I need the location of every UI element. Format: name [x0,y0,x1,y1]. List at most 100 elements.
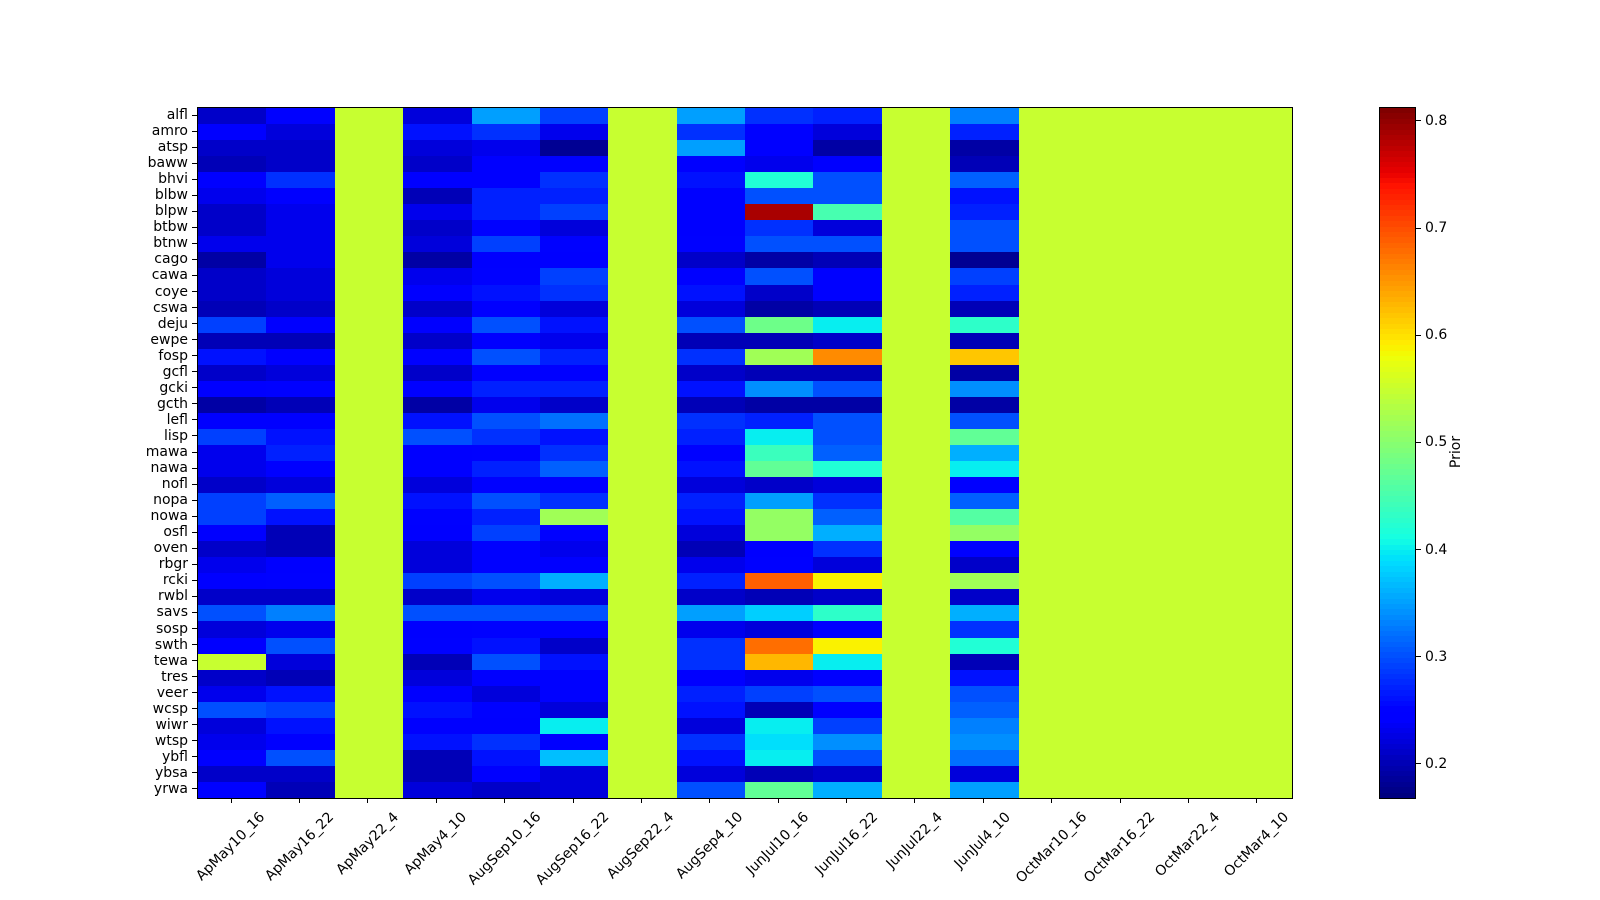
heatmap-cell [813,204,882,221]
y-tick-mark [192,724,197,726]
heatmap-cell [266,541,335,558]
colorbar-band [1380,205,1415,211]
heatmap-cell [198,188,267,205]
heatmap-cell [608,653,677,670]
heatmap-cell [1086,589,1156,606]
heatmap-cell [745,332,814,349]
heatmap-cell [1086,685,1156,702]
heatmap-cell [1223,348,1292,365]
heatmap-cell [950,188,1019,205]
heatmap-cell [950,332,1019,349]
y-tick-mark [192,114,197,116]
heatmap-cell [334,396,404,413]
heatmap-cell [1223,444,1292,462]
heatmap-cell [266,268,335,285]
heatmap-cell [608,364,677,381]
heatmap-cell [266,204,335,221]
colorbar-band [1380,787,1415,793]
heatmap-cell [881,573,951,590]
heatmap-cell [608,252,677,269]
heatmap-cell [1155,541,1224,558]
heatmap-cell [1086,541,1156,558]
heatmap-cell [1223,220,1292,237]
heatmap-cell [403,220,472,237]
heatmap-cell [539,412,609,429]
heatmap-cell [539,509,609,526]
y-tick-label: sosp [155,620,188,637]
y-tick-label: ybfl [162,748,188,765]
colorbar-band [1380,355,1415,362]
heatmap-cell [539,749,609,766]
heatmap-cell [539,781,609,798]
colorbar-tick-mark [1416,441,1421,443]
heatmap-cell [334,669,404,686]
heatmap-cell [676,124,745,141]
heatmap-cell [608,380,677,397]
heatmap-cell [813,733,882,750]
heatmap-cell [198,268,267,285]
heatmap-cell [745,188,814,205]
heatmap-cell [334,348,404,365]
y-tick-label: oven [153,540,188,557]
y-tick-mark [192,467,197,469]
heatmap-cell [881,637,951,654]
heatmap-cell [745,781,814,798]
colorbar-band [1380,118,1415,125]
colorbar-band [1380,717,1415,723]
heatmap-cell [676,621,745,638]
heatmap-cell [334,300,404,317]
heatmap-cell [676,156,745,173]
heatmap-cell [950,605,1019,622]
heatmap-cell [1223,252,1292,269]
colorbar-band [1380,550,1415,556]
heatmap-cell [471,461,540,478]
heatmap-cell [266,669,335,686]
heatmap-cell [881,765,951,782]
heatmap-cell [1155,477,1224,494]
y-tick-mark [192,194,197,196]
colorbar-tick-mark [1416,656,1421,658]
heatmap-cell [1018,284,1087,301]
heatmap-cell [813,412,882,429]
heatmap-cell [1086,220,1156,237]
heatmap-cell [539,332,609,349]
heatmap-cell [539,637,609,654]
colorbar-band [1380,350,1415,356]
heatmap-cell [1018,124,1087,141]
heatmap-cell [198,108,267,125]
y-tick-label: nawa [150,460,188,477]
heatmap-cell [403,653,472,670]
y-tick-mark [192,595,197,597]
heatmap-cell [1018,252,1087,269]
heatmap-cell [403,781,472,798]
heatmap-cell [608,525,677,542]
heatmap-cell [676,364,745,381]
colorbar-band [1380,302,1415,308]
heatmap-cell [539,124,609,141]
heatmap-cell [1223,268,1292,285]
heatmap-cell [950,621,1019,638]
heatmap-cell [1018,525,1087,542]
heatmap-cell [1018,685,1087,702]
heatmap-cell [334,765,404,782]
heatmap-cell [266,701,335,718]
heatmap-cell [881,444,951,462]
y-tick-label: alfl [166,107,188,124]
heatmap-cell [403,380,472,397]
heatmap-cell [1223,525,1292,542]
heatmap-cell [1155,461,1224,478]
heatmap-cell [950,765,1019,782]
colorbar-band [1380,463,1415,470]
heatmap-cell [1018,461,1087,478]
heatmap-cell [1223,124,1292,141]
y-tick-mark [192,130,197,132]
heatmap-cell [608,284,677,301]
heatmap-cell [471,589,540,606]
y-tick-mark [192,371,197,373]
heatmap-cell [813,541,882,558]
heatmap-cell [745,493,814,510]
y-tick-label: cago [154,251,188,268]
heatmap-cell [1155,653,1224,670]
x-tick-mark [640,798,642,803]
colorbar-band [1380,210,1415,216]
